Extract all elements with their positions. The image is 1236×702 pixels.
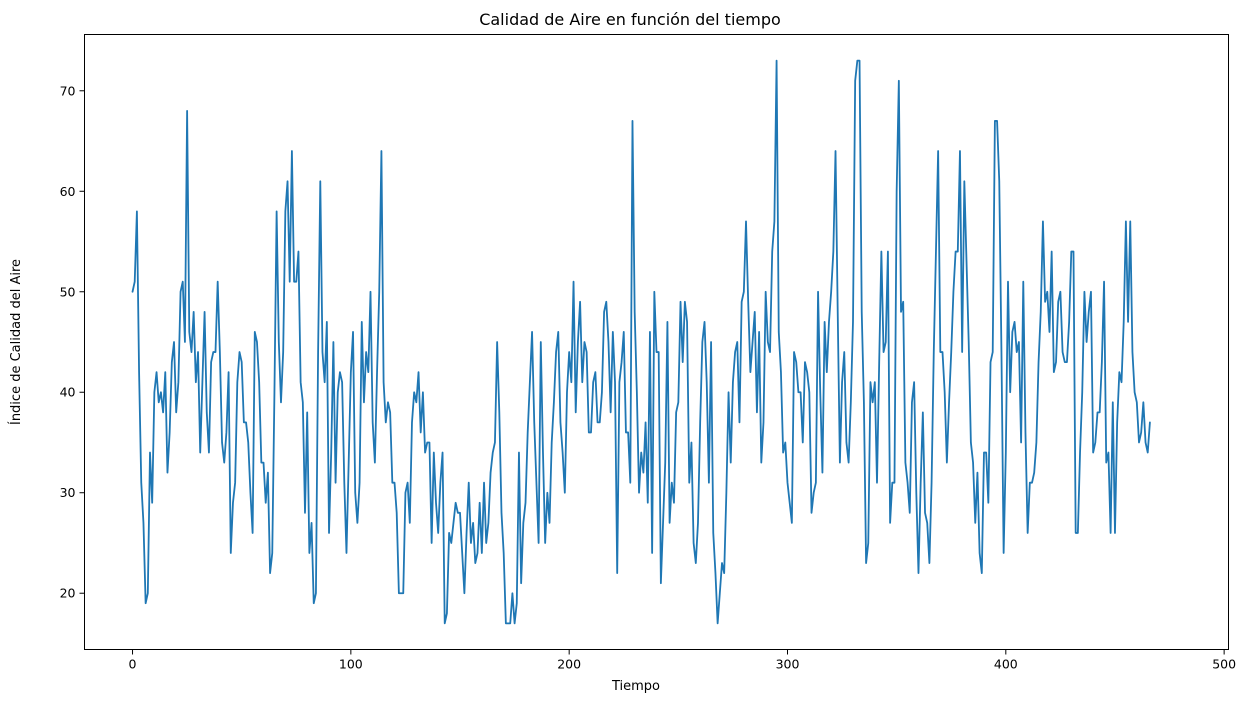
y-tick-label: 50 [60,284,76,299]
x-tick-label: 300 [776,657,800,672]
y-axis-label: Índice de Calidad del Aire [8,259,24,425]
chart-title: Calidad de Aire en función del tiempo [479,10,781,29]
x-axis-label: Tiempo [611,679,660,694]
y-tick-label: 60 [60,184,76,199]
y-tick-label: 20 [60,586,76,601]
plot-frame [84,34,1229,650]
y-tick-label: 70 [60,83,76,98]
x-axis: 0 100 200 300 400 500 [129,649,1236,672]
plot-area [84,34,1229,650]
x-tick-label: 100 [339,657,363,672]
y-axis: 20 30 40 50 60 70 [60,83,85,601]
x-tick-label: 500 [1212,657,1236,672]
x-tick-label: 0 [129,657,137,672]
y-tick-label: 40 [60,385,76,400]
x-tick-label: 200 [557,657,581,672]
x-tick-label: 400 [994,657,1018,672]
series-line [131,59,1151,625]
y-tick-label: 30 [60,485,76,500]
series-layer [131,59,1151,625]
